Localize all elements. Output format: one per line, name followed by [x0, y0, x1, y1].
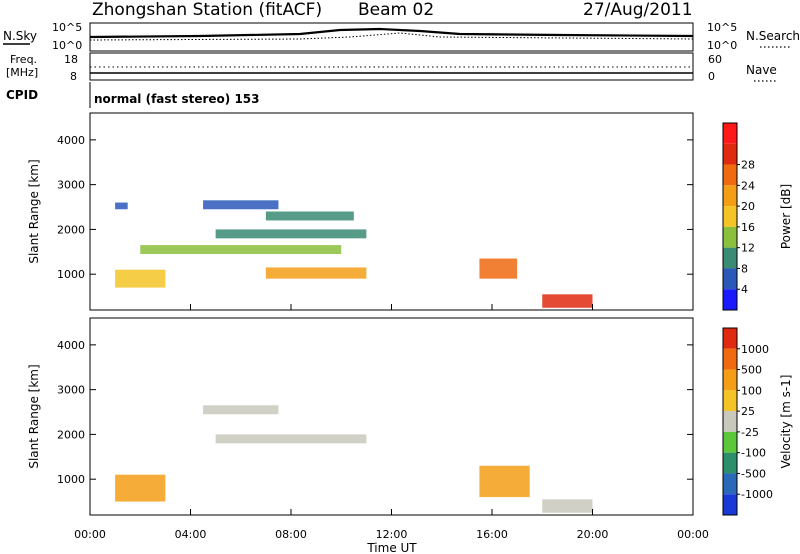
nsearch-label: N.Search — [746, 29, 800, 43]
nsearch-trace — [89, 32, 694, 41]
power-band-2 — [265, 211, 354, 221]
velocity-ytick-label-0: 1000 — [57, 473, 85, 486]
power-band-6 — [265, 267, 367, 279]
power-ytick-label-0: 1000 — [57, 268, 85, 281]
velocity-colorbar-label-4: -25 — [741, 426, 759, 439]
power-colorbar-seg-8 — [723, 289, 737, 310]
cpid-label: CPID — [6, 88, 38, 102]
time-axis: 00:00 04:00 08:00 12:00 16:00 20:00 00:00 — [74, 528, 709, 541]
velocity-colorbar-seg-2 — [723, 369, 737, 391]
velocity-colorbar-seg-7 — [723, 473, 737, 495]
velocity-colorbar-label-7: -1000 — [741, 488, 773, 501]
nave-label: Nave — [746, 63, 777, 77]
time-tick-label-4: 16:00 — [476, 528, 508, 541]
freq-label: Freq. — [10, 53, 37, 66]
velocity-band-4 — [542, 499, 593, 513]
power-panel: 1000 2000 3000 4000 Slant Range [km] 4 8 12 16 20… — [27, 112, 793, 311]
power-frame — [89, 112, 694, 311]
freq-tick-low: 8 — [70, 70, 77, 83]
beam-title: Beam 02 — [358, 0, 434, 20]
power-band-7 — [479, 258, 518, 279]
power-colorbar-label-4: 20 — [741, 200, 755, 213]
power-colorbar-label-2: 12 — [741, 242, 755, 255]
velocity-colorbar-seg-1 — [723, 348, 737, 370]
power-band-5 — [115, 269, 166, 288]
nsky-tick-high: 10^5 — [52, 21, 82, 34]
power-colorbar-label-5: 24 — [741, 179, 755, 192]
nave-tick-high: 60 — [708, 53, 722, 66]
date-title: 27/Aug/2011 — [583, 0, 693, 20]
power-ytick-label-2: 3000 — [57, 179, 85, 192]
power-ylabel: Slant Range [km] — [27, 159, 41, 263]
velocity-frame — [89, 317, 694, 516]
nave-tick-low: 0 — [708, 70, 715, 83]
power-band-8 — [542, 294, 593, 308]
velocity-ytick-label-1: 2000 — [57, 428, 85, 441]
power-ytick-label-1: 2000 — [57, 223, 85, 236]
power-colorbar-seg-6 — [723, 247, 737, 269]
power-colorbar-title: Power [dB] — [779, 184, 793, 249]
velocity-colorbar-title: Velocity [m s-1] — [779, 375, 793, 469]
power-colorbar-label-6: 28 — [741, 159, 755, 172]
power-band-4 — [140, 245, 342, 255]
velocity-colorbar-label-6: -500 — [741, 467, 766, 480]
cpid-text: normal (fast stereo) 153 — [94, 92, 260, 106]
power-colorbar-label-3: 16 — [741, 221, 755, 234]
velocity-colorbar-seg-0 — [723, 328, 737, 349]
time-tick-label-3: 12:00 — [376, 528, 408, 541]
nsearch-tick-high: 10^5 — [707, 21, 737, 34]
power-colorbar-seg-0 — [723, 123, 737, 144]
velocity-colorbar-seg-4 — [723, 411, 737, 432]
nsky-trace — [89, 27, 694, 39]
velocity-band-2 — [115, 474, 166, 502]
power-colorbar-label-1: 8 — [741, 262, 748, 275]
velocity-colorbar-seg-6 — [723, 452, 737, 474]
velocity-colorbar-label-2: 100 — [741, 384, 762, 397]
velocity-colorbar-seg-5 — [723, 431, 737, 453]
station-title: Zhongshan Station (fitACF) — [92, 0, 322, 20]
nsky-label: N.Sky — [3, 29, 37, 43]
velocity-colorbar-label-1: 500 — [741, 364, 762, 377]
velocity-colorbar-frame — [722, 327, 738, 516]
power-colorbar-frame — [722, 122, 738, 311]
power-colorbar-seg-7 — [723, 268, 737, 290]
freq-unit: [MHz] — [6, 66, 38, 79]
power-colorbar-seg-4 — [723, 206, 737, 227]
time-axis-label: Time UT — [366, 541, 417, 554]
velocity-colorbar-label-3: 25 — [741, 405, 755, 418]
velocity-ytick-label-3: 4000 — [57, 339, 85, 352]
power-colorbar-seg-3 — [723, 185, 737, 207]
nsearch-tick-low: 10^0 — [707, 39, 737, 52]
velocity-colorbar-label-0: 1000 — [741, 343, 769, 356]
power-colorbar-seg-1 — [723, 143, 737, 165]
power-ytick-label-3: 4000 — [57, 134, 85, 147]
power-colorbar-seg-2 — [723, 164, 737, 186]
velocity-colorbar-label-5: -100 — [741, 447, 766, 460]
time-tick-label-6: 00:00 — [677, 528, 709, 541]
velocity-colorbar-seg-8 — [723, 494, 737, 515]
velocity-panel: 1000 2000 3000 4000 Slant Range [km] 1000 500 1… — [27, 317, 793, 516]
power-band-0 — [115, 202, 128, 210]
velocity-band-3 — [479, 465, 530, 498]
power-band-1 — [203, 200, 279, 210]
velocity-band-1 — [215, 434, 367, 444]
time-tick-label-5: 20:00 — [577, 528, 609, 541]
velocity-colorbar-seg-3 — [723, 390, 737, 412]
power-colorbar-seg-5 — [723, 226, 737, 248]
velocity-ylabel: Slant Range [km] — [27, 364, 41, 468]
velocity-band-0 — [203, 405, 279, 415]
power-colorbar-label-0: 4 — [741, 283, 748, 296]
time-tick-label-0: 00:00 — [74, 528, 106, 541]
velocity-ytick-label-2: 3000 — [57, 384, 85, 397]
power-band-3 — [215, 229, 367, 239]
time-tick-label-2: 08:00 — [275, 528, 307, 541]
time-tick-label-1: 04:00 — [175, 528, 207, 541]
freq-tick-high: 18 — [64, 53, 78, 66]
nsky-tick-low: 10^0 — [52, 39, 82, 52]
